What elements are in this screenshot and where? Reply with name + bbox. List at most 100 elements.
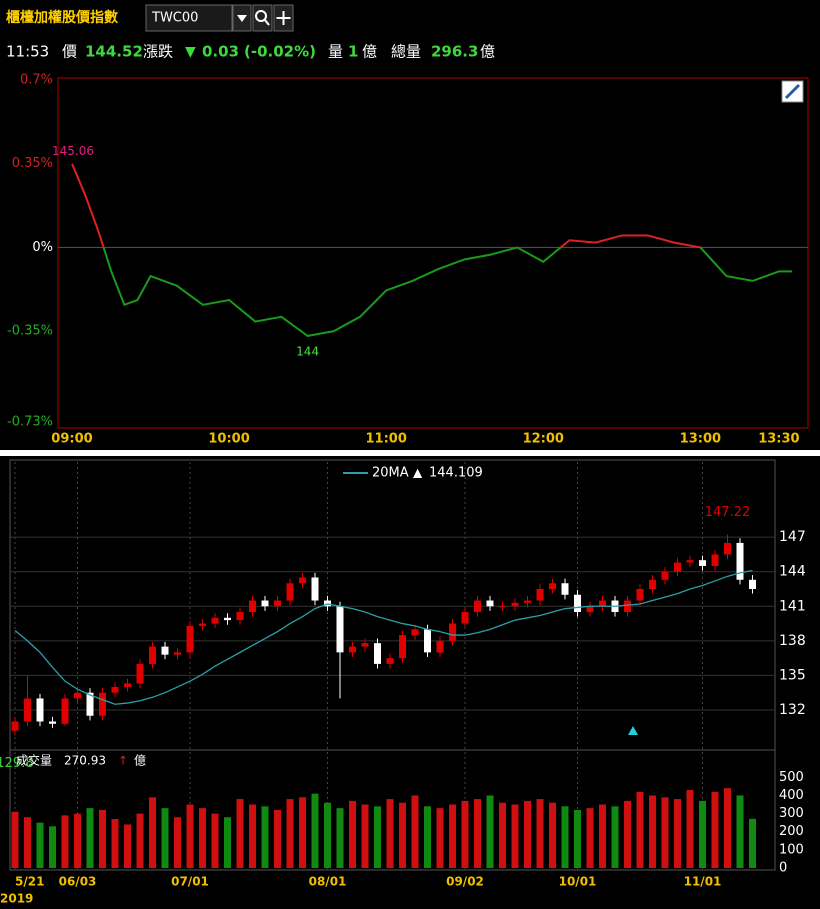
y-tick-label: 147 (779, 529, 806, 545)
candle-body (61, 698, 69, 724)
y-tick-label: 135 (779, 667, 806, 683)
volume-bar (499, 802, 506, 868)
link-icon (784, 83, 801, 100)
volume-bar (474, 799, 481, 868)
y-tick-label: 132 (779, 702, 806, 718)
top-panel (0, 0, 820, 450)
x-tick-label: 11:00 (365, 432, 406, 447)
volume-bar (274, 809, 281, 868)
volume-bar (636, 791, 644, 868)
volume-bar (586, 808, 594, 868)
candle-body (436, 640, 444, 653)
volume-bar (261, 806, 269, 868)
candle-body (561, 583, 569, 595)
ma-line (14, 569, 753, 705)
search-icon (255, 10, 267, 22)
candle-body (249, 600, 256, 613)
title: 櫃檯加權股價指數 (6, 9, 118, 26)
volume-bar (174, 817, 181, 868)
y-tick-label: 200 (779, 824, 804, 839)
volume-bar (36, 822, 44, 868)
candle-body (536, 589, 544, 601)
volume-bar (49, 826, 56, 868)
symbol-input[interactable] (145, 4, 233, 32)
volume-bar (199, 808, 206, 868)
min-label: 129.8 (0, 756, 34, 771)
legend-arrow: ▲ (413, 466, 423, 480)
volume-bar (599, 804, 606, 868)
candle-body (749, 579, 756, 589)
candle-body (449, 623, 456, 641)
volume-bar (649, 795, 656, 868)
volume-bar (561, 806, 569, 868)
candle-body (199, 623, 206, 626)
candle-body (136, 663, 144, 684)
max-label: 145.06 (52, 144, 94, 158)
candle-body (411, 629, 419, 636)
volume-bar (549, 802, 556, 868)
volume-bar (699, 800, 706, 868)
volume-bar (249, 804, 256, 868)
candle-body (586, 606, 594, 613)
volume-bar (149, 797, 156, 868)
x-tick-label: 5/21 (15, 875, 44, 889)
volume-bar (349, 800, 356, 868)
volume-last: 270.93 (64, 754, 106, 768)
x-tick-label: 12:00 (523, 432, 564, 447)
y-tick-label: 500 (779, 770, 804, 785)
volume-bar (624, 800, 631, 868)
volume-bar (449, 804, 456, 868)
total-label: 總量 (391, 43, 421, 61)
y-tick-label: 100 (779, 842, 804, 857)
volume-bar (411, 795, 419, 868)
change-label: 漲跌 (143, 43, 173, 61)
candle-body (111, 686, 119, 693)
price-line (71, 163, 792, 337)
volume-bar (286, 799, 294, 868)
volume-title: 成交量 (16, 753, 52, 768)
volume-bar (111, 819, 119, 868)
y-tick-label: 0.7% (20, 73, 53, 88)
volume-bar (136, 813, 144, 868)
volume-bar (424, 806, 431, 868)
candle-body (711, 554, 719, 566)
x-tick-label: 13:30 (758, 432, 799, 447)
max-label: 147.22 (705, 505, 751, 520)
volume-label: 量 (328, 43, 343, 61)
candle-body (36, 698, 44, 722)
volume-bar (661, 797, 669, 868)
candle-body (736, 542, 744, 580)
candle-body (274, 600, 281, 607)
total-unit: 億 (480, 43, 495, 61)
change-arrow: ▼ (185, 44, 196, 60)
volume-bar (74, 813, 81, 868)
change-pct: (-0.02%) (244, 43, 316, 61)
divider (0, 450, 820, 456)
candle-body (699, 560, 706, 566)
candle-body (149, 646, 156, 664)
candle-body (474, 600, 481, 613)
volume-bar (749, 818, 756, 868)
candle-body (211, 617, 219, 624)
intraday-frame (57, 77, 809, 429)
x-tick-label: 11/01 (684, 875, 722, 889)
volume-bar (99, 809, 106, 868)
volume-bar (524, 800, 531, 868)
min-label: 144 (296, 344, 319, 358)
candle-body (11, 721, 19, 731)
volume-bar (674, 799, 681, 868)
volume-bar (361, 804, 369, 868)
candle-body (724, 542, 731, 555)
x-tick-label: 13:00 (680, 432, 721, 447)
volume-bar (461, 800, 469, 868)
candle-body (224, 617, 231, 621)
volume-bar (186, 804, 194, 868)
volume-bar (736, 795, 744, 868)
candle-body (24, 698, 31, 722)
candle-body (86, 692, 94, 716)
candle-body (499, 606, 506, 608)
candle-body (336, 606, 344, 653)
volume-bar (11, 811, 19, 868)
x-tick-label: 09/02 (446, 875, 484, 889)
candle-body (649, 579, 656, 589)
